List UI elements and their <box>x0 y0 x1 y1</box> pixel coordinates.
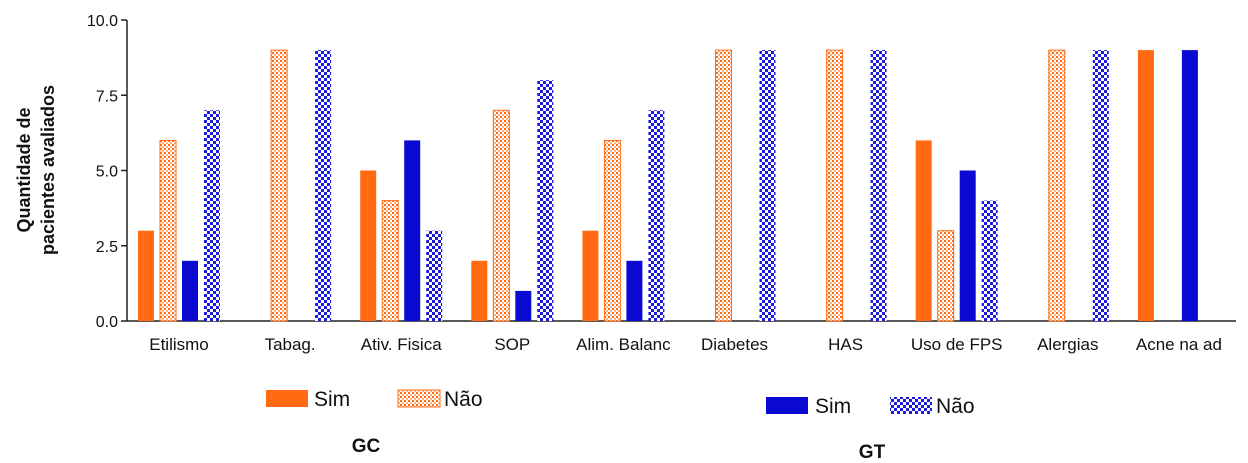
x-tick-label: Etilismo <box>149 335 209 354</box>
x-tick-label: Diabetes <box>701 335 768 354</box>
bar-gt-sim <box>959 170 976 321</box>
bar-gt-nao <box>648 110 665 321</box>
y-tick-label: 10.0 <box>87 13 118 30</box>
legend-gc-nao-label: Não <box>444 388 483 411</box>
y-tick-label: 2.5 <box>96 239 118 256</box>
bar-gc-nao <box>159 139 177 322</box>
bar-gc-nao <box>381 200 399 322</box>
y-tick-label: 7.5 <box>96 88 118 105</box>
legend-gc-sim-label: Sim <box>314 388 350 411</box>
bar-gt-sim <box>182 260 198 321</box>
x-tick-label: Tabag. <box>265 335 316 354</box>
bar-gt-sim <box>626 260 643 321</box>
bar-gc-sim <box>471 260 488 321</box>
legend-gt-nao-label: Não <box>936 395 975 418</box>
legend-gt-sim-swatch <box>766 397 808 414</box>
legend-gc: Sim Não GC <box>266 388 483 457</box>
bar-gc-nao <box>715 49 732 322</box>
bar-gt-nao <box>537 80 554 321</box>
bar-gc-nao <box>270 49 288 322</box>
legend-gc-nao-swatch <box>397 389 441 408</box>
bar-gc-sim <box>915 140 932 321</box>
bar-gt-nao <box>870 50 887 321</box>
bar-gt-nao <box>1092 50 1109 321</box>
legend-gt: Sim Não GT <box>766 395 975 463</box>
x-tick-label: Uso de FPS <box>911 335 1003 354</box>
bar-gc-sim <box>1137 50 1154 321</box>
y-axis-label-line-2: pacientes avaliados <box>38 85 58 255</box>
bar-gt-sim <box>404 140 421 321</box>
group-label-gt: GT <box>859 442 886 463</box>
bar-gc-nao <box>603 139 621 322</box>
bar-gt-nao <box>315 50 332 321</box>
x-tick-label: Ativ. Fisica <box>361 335 442 354</box>
y-ticks: 0.0 2.5 5.0 7.5 10.0 <box>87 13 127 331</box>
x-tick-label: Acne na ad <box>1136 335 1222 354</box>
bar-gc-sim <box>360 170 377 321</box>
bar-gt-sim <box>1181 50 1198 321</box>
bar-gc-sim <box>582 230 599 321</box>
bar-gc-nao <box>492 109 510 322</box>
bar-gt-nao <box>204 110 220 321</box>
x-tick-label: SOP <box>494 335 530 354</box>
bar-gc-nao <box>826 49 844 322</box>
bar-gc-sim <box>138 230 154 321</box>
legend-gt-nao-swatch <box>890 397 932 414</box>
bar-gt-sim <box>515 290 532 321</box>
x-tick-label: HAS <box>828 335 863 354</box>
y-tick-label: 0.0 <box>96 314 118 331</box>
bar-gt-nao <box>981 200 998 321</box>
bars <box>138 49 1198 322</box>
group-label-gc: GC <box>352 436 381 457</box>
bar-gt-nao <box>759 50 776 321</box>
x-tick-labels: Etilismo Tabag. Ativ. Fisica SOP Alim. Balan… <box>149 335 1222 354</box>
y-tick-label: 5.0 <box>96 164 118 181</box>
x-tick-label: Alergias <box>1037 335 1098 354</box>
bar-gt-nao <box>426 230 443 321</box>
bar-gc-nao <box>937 230 955 322</box>
bar-gc-nao <box>1048 49 1066 322</box>
x-tick-label: Alim. Balanc <box>576 335 671 354</box>
legend-gt-sim-label: Sim <box>815 395 851 418</box>
y-axis-label-line-1: Quantidade de <box>14 107 34 232</box>
legend-gc-sim-swatch <box>266 390 308 407</box>
